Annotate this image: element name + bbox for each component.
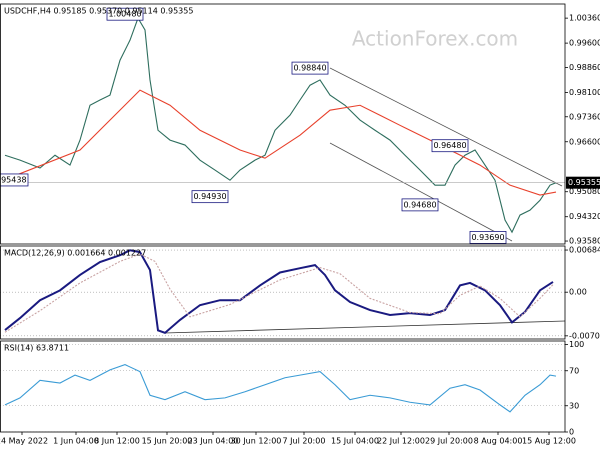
- watermark: ActionForex.com: [352, 27, 518, 51]
- annotation-box: [191, 190, 229, 204]
- annotation-label: 0.93690: [471, 233, 504, 242]
- series-line: [4, 249, 554, 334]
- panel-border: [0, 340, 566, 433]
- annotation-box: [0, 173, 29, 187]
- y-tick-label: 0.93580: [569, 237, 600, 246]
- y-tick-label: 0.99600: [569, 39, 600, 48]
- series-line: [4, 253, 554, 333]
- y-tick-label: 0.006844: [569, 246, 600, 255]
- panel: [0, 344, 565, 432]
- panel-title: MACD(12,26,9) 0.001664 0.001227: [4, 249, 146, 258]
- panel-border: [0, 3, 566, 245]
- y-tick-label: 100: [569, 340, 584, 349]
- macd-trendline: [164, 320, 566, 334]
- series-line: [4, 364, 557, 413]
- annotation-box: [106, 7, 144, 21]
- y-tick-label: 0.98860: [569, 63, 600, 72]
- x-tick-label: 15 Jul 04:00: [331, 437, 379, 446]
- x-tick-label: 1 Jun 04:00: [53, 437, 99, 446]
- y-tick-label: 30: [569, 401, 579, 410]
- x-tick-label: 23 Jun 04:00: [188, 437, 239, 446]
- y-tick-label: 70: [569, 366, 579, 375]
- series-line: [4, 16, 557, 234]
- annotation-box: [431, 139, 469, 153]
- y-tick-label: 0.97360: [569, 112, 600, 121]
- channel-lower: [329, 142, 513, 242]
- x-tick-label: 15 Aug 12:00: [522, 437, 576, 446]
- y-tick-label: 0.98100: [569, 88, 600, 97]
- y-tick-label: 0.00: [569, 288, 587, 297]
- y-tick-label: 0.95080: [569, 187, 600, 196]
- channel-upper: [329, 67, 563, 187]
- x-tick-label: 22 Jul 12:00: [377, 437, 425, 446]
- y-tick-label: -0.007086: [569, 331, 600, 340]
- last-price-box: [566, 176, 600, 189]
- panel: 1.00480 0.98840 0.96480 0.94680 0.93690 0.949…: [0, 7, 565, 244]
- annotation-label: 1.00480: [108, 10, 141, 19]
- annotation-box: [401, 198, 439, 212]
- panel-title: USDCHF,H4 0.95185 0.95370 0.95114 0.9535…: [4, 7, 193, 16]
- y-tick-label: 0.96600: [569, 137, 600, 146]
- annotation-box: [469, 231, 507, 244]
- series-line: [4, 89, 557, 196]
- annotation-label: 0.94930: [193, 192, 226, 201]
- annotation-box: [291, 61, 329, 75]
- x-tick-label: 7 Jul 20:00: [283, 437, 326, 446]
- annotation-label: 0.95438: [0, 175, 27, 184]
- x-tick-label: 8 Aug 04:00: [474, 437, 523, 446]
- annotation-label: 0.96480: [433, 141, 466, 150]
- y-tick-label: 1.00360: [569, 14, 600, 23]
- x-tick-label: 24 May 2022: [0, 437, 48, 446]
- y-tick-label: 0: [569, 428, 574, 437]
- x-tick-label: 8 Jun 12:00: [94, 437, 140, 446]
- annotation-label: 0.94680: [403, 200, 436, 209]
- panel: [0, 249, 565, 337]
- panel-title: RSI(14) 63.8711: [4, 344, 69, 353]
- annotation-label: 0.98840: [293, 64, 326, 73]
- x-tick-label: 15 Jun 20:00: [142, 437, 193, 446]
- x-tick-label: 29 Jul 20:00: [425, 437, 473, 446]
- y-tick-label: 0.94320: [569, 212, 600, 221]
- panel-border: [0, 245, 566, 340]
- last-price-label: 0.95355: [568, 178, 600, 187]
- x-tick-label: 30 Jun 12:00: [231, 437, 282, 446]
